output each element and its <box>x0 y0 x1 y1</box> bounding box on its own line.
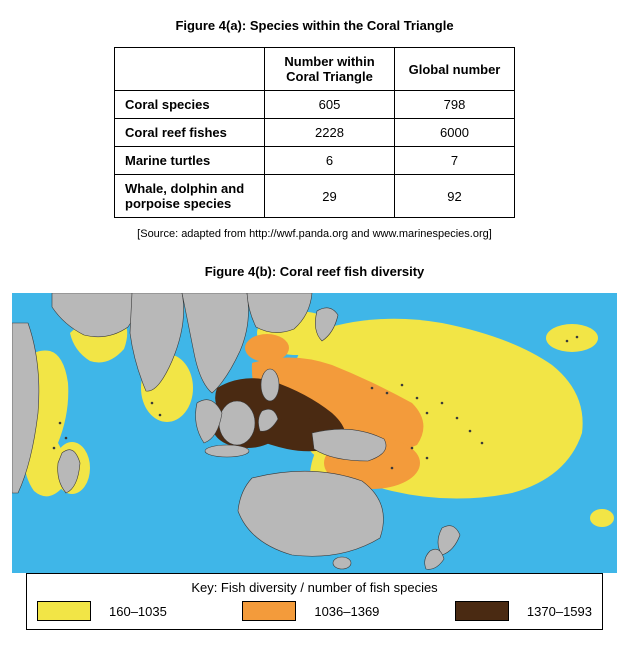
row-label: Whale, dolphin and porpoise species <box>115 175 265 218</box>
table-row: Whale, dolphin and porpoise species 29 9… <box>115 175 515 218</box>
cell-global: 798 <box>395 91 515 119</box>
table-row: Coral species 605 798 <box>115 91 515 119</box>
diversity-map <box>12 293 617 573</box>
col-header-ct: Number within Coral Triangle <box>265 48 395 91</box>
legend-item-low: 160–1035 <box>37 601 167 621</box>
legend-title: Key: Fish diversity / number of fish spe… <box>37 580 592 595</box>
row-label: Marine turtles <box>115 147 265 175</box>
cell-global: 7 <box>395 147 515 175</box>
legend-item-mid: 1036–1369 <box>242 601 379 621</box>
legend-item-high: 1370–1593 <box>455 601 592 621</box>
row-label: Coral species <box>115 91 265 119</box>
legend-row: 160–1035 1036–1369 1370–1593 <box>37 601 592 621</box>
cell-ct: 6 <box>265 147 395 175</box>
col-header-global: Global number <box>395 48 515 91</box>
species-table: Number within Coral Triangle Global numb… <box>114 47 515 218</box>
row-label: Coral reef fishes <box>115 119 265 147</box>
cell-ct: 605 <box>265 91 395 119</box>
figure-a-title: Figure 4(a): Species within the Coral Tr… <box>12 18 617 33</box>
figure-b-title: Figure 4(b): Coral reef fish diversity <box>12 264 617 279</box>
table-header-row: Number within Coral Triangle Global numb… <box>115 48 515 91</box>
legend-range-mid: 1036–1369 <box>314 604 379 619</box>
source-line: [Source: adapted from http://wwf.panda.o… <box>12 228 617 240</box>
map-container: Key: Fish diversity / number of fish spe… <box>12 293 617 630</box>
cell-global: 92 <box>395 175 515 218</box>
table-row: Coral reef fishes 2228 6000 <box>115 119 515 147</box>
cell-ct: 2228 <box>265 119 395 147</box>
legend-range-high: 1370–1593 <box>527 604 592 619</box>
cell-global: 6000 <box>395 119 515 147</box>
col-header-blank <box>115 48 265 91</box>
table-row: Marine turtles 6 7 <box>115 147 515 175</box>
swatch-low <box>37 601 91 621</box>
swatch-high <box>455 601 509 621</box>
legend-range-low: 160–1035 <box>109 604 167 619</box>
swatch-mid <box>242 601 296 621</box>
map-legend: Key: Fish diversity / number of fish spe… <box>26 573 603 630</box>
cell-ct: 29 <box>265 175 395 218</box>
